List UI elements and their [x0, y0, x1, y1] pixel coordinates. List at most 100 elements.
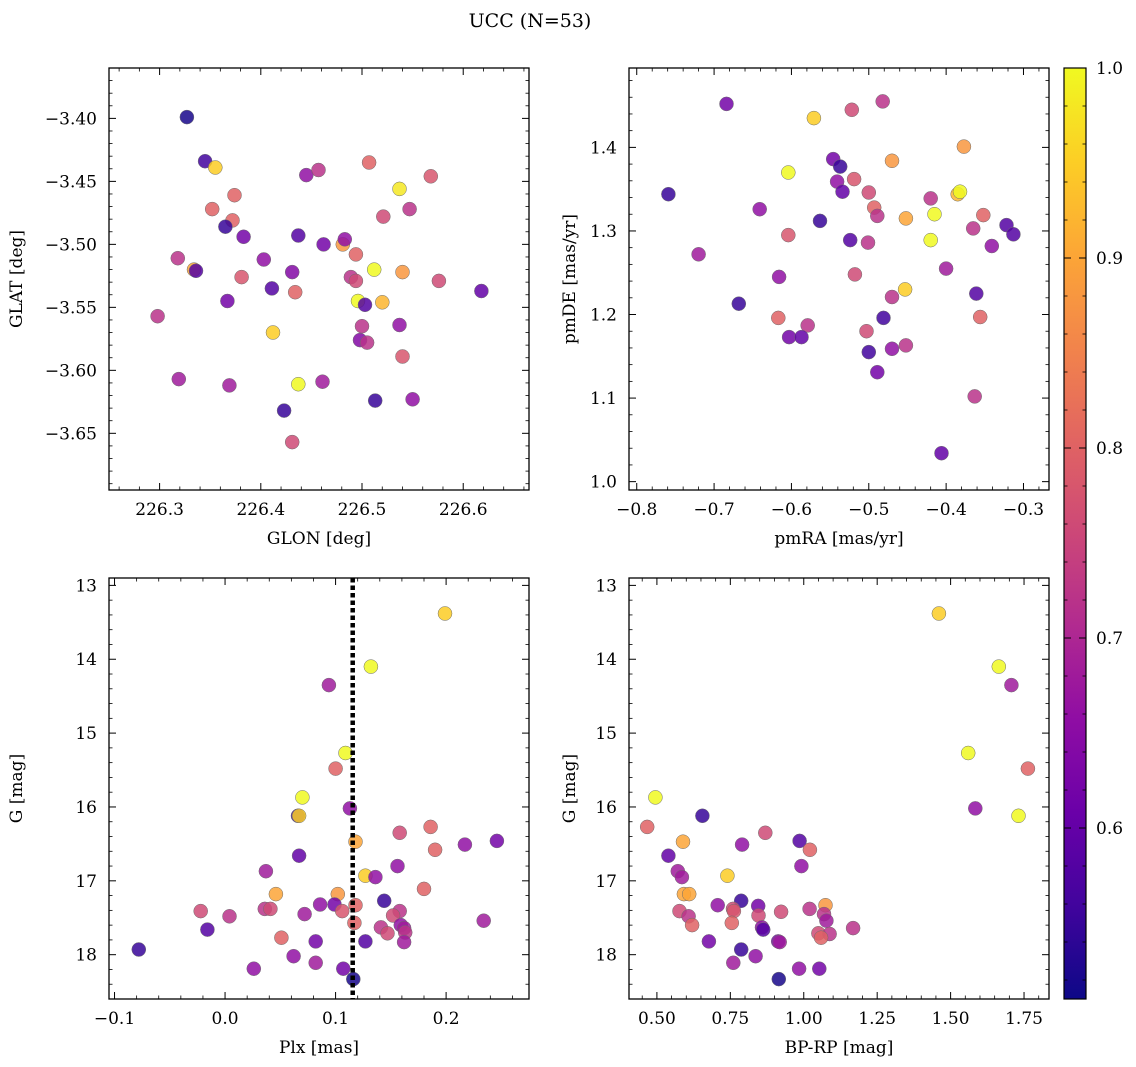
y-tick-label: 16 — [595, 798, 617, 818]
colorbar: 0.6 0.7 0.8 0.9 1.0 — [1063, 59, 1123, 1000]
scatter-point — [835, 184, 850, 199]
scatter-point — [719, 96, 734, 112]
scatter-point — [846, 171, 862, 187]
scatter-point — [363, 659, 379, 674]
scatter-point — [972, 309, 988, 325]
scatter-point — [773, 904, 789, 920]
scatter-point — [772, 934, 787, 950]
scatter-point — [392, 317, 407, 333]
x-axis-label: GLON [deg] — [267, 529, 371, 549]
scatter-point — [474, 283, 489, 299]
y-tick-label: 1.3 — [590, 222, 617, 242]
x-tick-label: 0.2 — [433, 1009, 460, 1029]
scatter-point — [268, 886, 284, 902]
scatter-point — [284, 434, 300, 450]
y-axis-label: G [mag] — [560, 754, 580, 823]
scatter-point — [952, 184, 968, 199]
x-tick-label: 1.00 — [785, 1009, 823, 1029]
x-tick-label: 0.0 — [212, 1009, 239, 1029]
scatter-point — [200, 922, 215, 937]
scatter-point — [385, 908, 401, 923]
scatter-point — [361, 155, 377, 170]
scatter-point — [792, 833, 807, 849]
scatter-point — [802, 842, 818, 858]
scatter-point — [258, 863, 274, 879]
scatter-point — [376, 893, 392, 909]
scatter-point — [348, 834, 363, 849]
scatter-point — [150, 308, 165, 324]
scatter-point — [392, 825, 407, 841]
scatter-point — [724, 915, 740, 931]
scatter-points — [661, 94, 1021, 461]
y-tick-label: 13 — [75, 576, 97, 596]
y-tick-label: 14 — [595, 650, 617, 670]
axes-frame — [628, 577, 1050, 1000]
scatter-point — [870, 364, 885, 380]
scatter-point — [405, 392, 420, 407]
y-tick-label: −3.50 — [45, 235, 97, 255]
scatter-point — [884, 153, 900, 169]
scatter-point — [800, 318, 815, 333]
scatter-point — [875, 94, 890, 109]
scatter-point — [337, 232, 353, 247]
colorbar-tick-label: 1.0 — [1096, 59, 1123, 79]
scatter-point — [264, 281, 280, 296]
scatter-point — [847, 267, 863, 282]
scatter-point — [376, 209, 391, 224]
panel-pmra-pmde: −0.8 −0.7 −0.6 −0.5 −0.4 −0.3 1.0 1.1 1.2 1.3 1.4 p… — [560, 67, 1050, 549]
scatter-point — [170, 250, 186, 266]
scatter-point — [316, 237, 331, 252]
scatter-point — [348, 273, 364, 289]
axes-frame — [108, 577, 530, 1000]
x-tick-label: 1.25 — [858, 1009, 896, 1029]
scatter-point — [423, 819, 438, 835]
scatter-point — [359, 335, 375, 350]
x-axis-label: BP-RP [mag] — [785, 1038, 894, 1058]
y-tick-label: 15 — [75, 724, 97, 744]
scatter-point — [639, 819, 655, 835]
x-tick-label: 226.5 — [338, 500, 387, 520]
scatter-point — [334, 903, 350, 919]
y-tick-label: 13 — [595, 576, 617, 596]
y-tick-label: 18 — [75, 946, 97, 966]
scatter-point — [390, 858, 405, 874]
scatter-point — [870, 208, 885, 224]
scatter-point — [284, 264, 300, 280]
scatter-point — [771, 310, 786, 326]
panel-glon-glat: 226.3 226.4 226.5 226.6 −3.65 −3.60 −3.55 −3.50… — [7, 67, 530, 549]
scatter-point — [1004, 677, 1019, 693]
x-tick-label: 226.4 — [236, 500, 285, 520]
scatter-point — [731, 296, 747, 311]
x-axis-label: pmRA [mas/yr] — [774, 529, 903, 549]
scatter-point — [720, 868, 735, 883]
scatter-point — [336, 961, 351, 976]
scatter-point — [256, 252, 272, 267]
scatter-point — [311, 162, 326, 178]
scatter-point — [691, 247, 706, 262]
scatter-point — [806, 110, 822, 126]
scatter-point — [884, 289, 900, 305]
axes-frame — [628, 67, 1050, 491]
y-axis-label: pmDE [mas/yr] — [560, 214, 580, 344]
scatter-point — [338, 745, 353, 761]
colorbar-gradient — [1063, 67, 1087, 1000]
scatter-point — [845, 920, 861, 936]
scatter-point — [758, 825, 773, 841]
scatter-point — [220, 293, 235, 309]
scatter-point — [395, 349, 410, 364]
scatter-point — [898, 211, 914, 226]
scatter-point — [236, 229, 251, 245]
colorbar-tick-label: 0.9 — [1096, 249, 1123, 269]
scatter-point — [861, 185, 877, 200]
scatter-point — [991, 659, 1007, 674]
scatter-point — [859, 323, 874, 339]
y-tick-label: 14 — [75, 650, 97, 670]
scatter-point — [781, 165, 796, 180]
scatter-point — [876, 310, 891, 326]
scatter-point — [861, 344, 877, 360]
scatter-point — [897, 282, 913, 297]
scatter-point — [923, 191, 938, 206]
scatter-point — [701, 934, 717, 949]
scatter-point — [291, 808, 307, 824]
